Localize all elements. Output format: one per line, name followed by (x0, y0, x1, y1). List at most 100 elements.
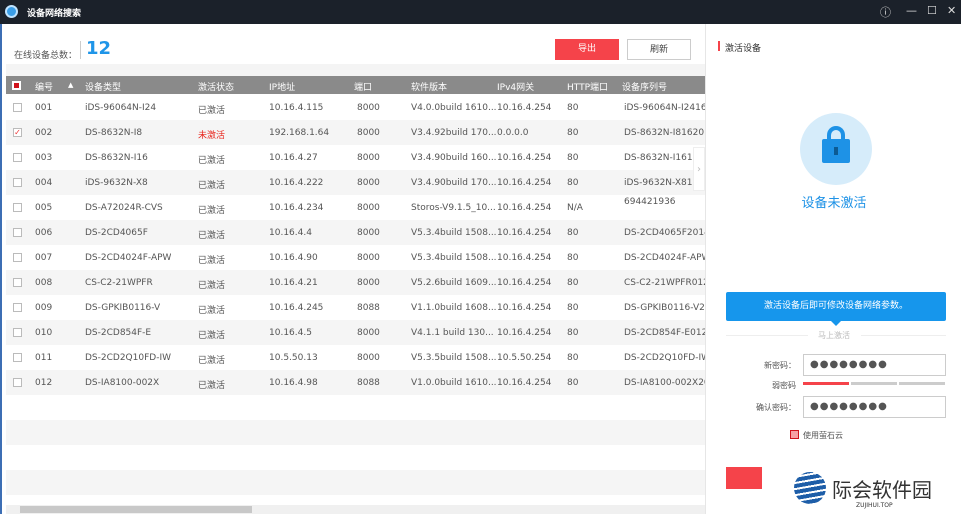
ezviz-label[interactable]: 使用萤石云 (803, 431, 843, 440)
table-row[interactable]: 005 DS-A72024R-CVS 已激活 10.16.4.234 8000 Storo… (6, 195, 707, 220)
new-password-input[interactable]: ●●●●●●●● (803, 354, 946, 376)
strength-bar-3 (899, 382, 945, 385)
sort-asc-icon[interactable]: ▲ (68, 81, 74, 89)
col-port[interactable]: 端口 (354, 83, 373, 93)
table-row[interactable]: 011 DS-2CD2Q10FD-IW 已激活 10.5.50.13 8000 V5.3.… (6, 345, 707, 370)
serial-number: iDS-9632N-X8162 (624, 178, 704, 188)
serial-number: DS-2CD4024F-APW (624, 253, 707, 263)
device-no: 010 (35, 328, 53, 338)
col-type[interactable]: 设备类型 (85, 83, 122, 93)
gateway: 0.0.0.0 (497, 128, 529, 138)
col-gateway[interactable]: IPv4网关 (497, 83, 535, 93)
app-logo-icon (5, 5, 18, 18)
row-checkbox[interactable] (13, 353, 22, 362)
close-button[interactable]: ✕ (947, 4, 957, 17)
port: 8000 (357, 178, 380, 188)
row-checkbox[interactable]: ✓ (13, 128, 22, 137)
confirm-password-label: 确认密码： (756, 403, 796, 412)
panel-title: 激活设备 (725, 44, 762, 54)
http-port: 80 (567, 353, 579, 363)
table-row[interactable]: 001 iDS-96064N-I24 已激活 10.16.4.115 8000 V4.0.… (6, 95, 707, 120)
port: 8000 (357, 128, 380, 138)
scrollbar-thumb[interactable] (20, 506, 252, 513)
online-count-label: 在线设备总数： (14, 51, 78, 61)
table-row[interactable]: 004 iDS-9632N-X8 已激活 10.16.4.222 8000 V3.4.90… (6, 170, 707, 195)
row-checkbox[interactable] (13, 303, 22, 312)
table-row[interactable]: 009 DS-GPKIB0116-V 已激活 10.16.4.245 8088 V1.1.… (6, 295, 707, 320)
software-version: V3.4.92build 170... (411, 128, 497, 138)
table-row[interactable]: 008 CS-C2-21WPFR 已激活 10.16.4.21 8000 V5.2.6bu… (6, 270, 707, 295)
export-button[interactable]: 导出 (555, 39, 619, 60)
device-type: DS-2CD2Q10FD-IW (85, 353, 172, 363)
empty-row (6, 420, 707, 445)
row-checkbox[interactable] (13, 378, 22, 387)
refresh-button[interactable]: 刷新 (627, 39, 691, 60)
activation-status: 已激活 (198, 256, 226, 266)
col-no[interactable]: 编号 (35, 83, 54, 93)
row-checkbox[interactable] (13, 253, 22, 262)
activation-status: 已激活 (198, 381, 226, 391)
col-status[interactable]: 激活状态 (198, 83, 235, 93)
http-port: 80 (567, 128, 579, 138)
activation-status: 未激活 (198, 131, 226, 141)
table-row[interactable]: ✓ 002 DS-8632N-I8 未激活 192.168.1.64 8000 V3.4.9… (6, 120, 707, 145)
activation-status: 已激活 (198, 231, 226, 241)
device-no: 009 (35, 303, 53, 313)
gateway: 10.16.4.254 (497, 178, 552, 188)
port: 8000 (357, 203, 380, 213)
row-checkbox[interactable] (13, 328, 22, 337)
table-row[interactable]: 003 DS-8632N-I16 已激活 10.16.4.27 8000 V3.4.90b… (6, 145, 707, 170)
ip-address: 10.16.4.27 (269, 153, 318, 163)
software-version: V5.3.4build 1508... (411, 253, 497, 263)
maximize-button[interactable]: ☐ (927, 4, 937, 17)
col-serial[interactable]: 设备序列号 (622, 83, 668, 93)
table-row[interactable]: 006 DS-2CD4065F 已激活 10.16.4.4 8000 V5.3.4buil… (6, 220, 707, 245)
table-row[interactable]: 010 DS-2CD854F-E 已激活 10.16.4.5 8000 V4.1.1 bu… (6, 320, 707, 345)
col-http[interactable]: HTTP端口 (567, 83, 609, 93)
device-type: DS-IA8100-002X (85, 378, 160, 388)
strength-bar-2 (851, 382, 897, 385)
row-checkbox[interactable] (13, 103, 22, 112)
table-row[interactable]: 012 DS-IA8100-002X 已激活 10.16.4.98 8088 V1.0.0… (6, 370, 707, 395)
minimize-button[interactable]: — (906, 4, 917, 17)
horizontal-scrollbar[interactable] (6, 505, 707, 514)
row-checkbox[interactable] (13, 278, 22, 287)
device-type: DS-2CD4065F (85, 228, 148, 238)
info-icon[interactable]: ⓘ (880, 6, 891, 19)
row-checkbox[interactable] (13, 153, 22, 162)
expand-panel-chevron-icon[interactable]: › (693, 147, 705, 191)
device-no: 004 (35, 178, 53, 188)
window-title: 设备网络搜索 (27, 9, 82, 19)
activate-button[interactable] (726, 467, 762, 489)
activation-tip: 激活设备后即可修改设备网络参数。 (726, 292, 946, 326)
ezviz-checkbox[interactable] (790, 430, 799, 439)
activate-panel: 激活设备 设备未激活 激活设备后即可修改设备网络参数。 马上激活 新密码： ●●… (705, 24, 961, 514)
ip-address: 10.16.4.222 (269, 178, 324, 188)
empty-row (6, 445, 707, 470)
ip-address: 10.16.4.90 (269, 253, 318, 263)
device-type: DS-GPKIB0116-V (85, 303, 161, 313)
table-row[interactable]: 007 DS-2CD4024F-APW 已激活 10.16.4.90 8000 V5.3.… (6, 245, 707, 270)
select-all-checkbox[interactable] (12, 81, 21, 90)
ip-address: 10.16.4.4 (269, 228, 312, 238)
col-ip[interactable]: IP地址 (269, 83, 296, 93)
col-version[interactable]: 软件版本 (411, 83, 448, 93)
activation-status: 已激活 (198, 281, 226, 291)
gateway: 10.16.4.254 (497, 328, 552, 338)
device-type: DS-8632N-I16 (85, 153, 148, 163)
row-checkbox[interactable] (13, 228, 22, 237)
row-checkbox[interactable] (13, 178, 22, 187)
confirm-password-input[interactable]: ●●●●●●●● (803, 396, 946, 418)
ip-address: 10.16.4.21 (269, 278, 318, 288)
row-checkbox[interactable] (13, 203, 22, 212)
watermark-text: 际会软件园 (832, 478, 932, 502)
port: 8088 (357, 378, 380, 388)
activation-status: 已激活 (198, 331, 226, 341)
device-no: 006 (35, 228, 53, 238)
device-no: 002 (35, 128, 53, 138)
port: 8000 (357, 253, 380, 263)
software-version: V5.3.4build 1508... (411, 228, 497, 238)
activation-status: 已激活 (198, 356, 226, 366)
http-port: 80 (567, 303, 579, 313)
device-no: 003 (35, 153, 53, 163)
